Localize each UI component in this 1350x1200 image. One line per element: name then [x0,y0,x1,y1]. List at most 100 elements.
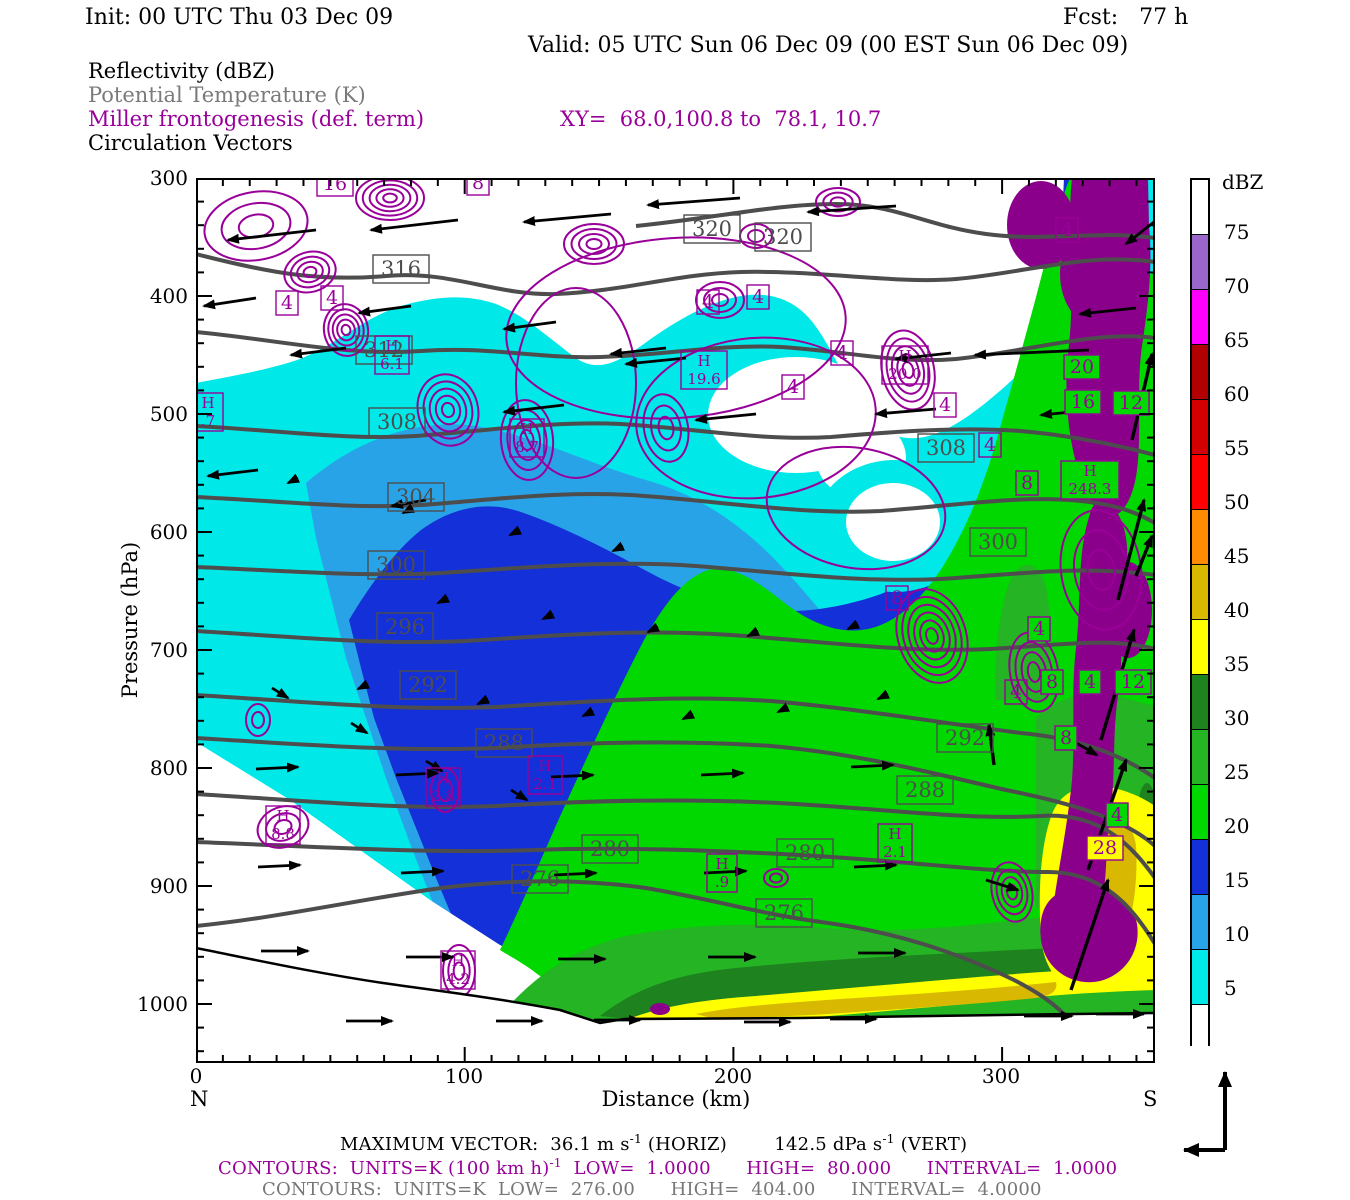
vector-arrow [271,686,290,700]
theta-contour-label: 300 [969,527,1027,557]
frontogenesis-label-box [1078,669,1102,695]
frontogenesis-label-box [933,392,957,418]
colorbar-tick-label: 75 [1224,220,1250,244]
frontogenesis-contour-ring [355,178,425,221]
h-label-letter: H [538,757,551,775]
frontogenesis-contour-ring [375,188,405,208]
theta-label-box [368,407,426,437]
vector-arrow [226,228,317,244]
theta-label-box [581,834,639,864]
frontogenesis-contour-ring [711,293,729,307]
frontogenesis-value-label: 4 [933,392,957,418]
y-tick-label: 900 [149,874,188,898]
vector-arrow [646,622,661,634]
h-label-value: .9 [715,873,729,891]
colorbar-tick-label: 45 [1224,544,1250,568]
frontogenesis-contour-ring [995,868,1029,916]
frontogenesis-label-text: 4 [281,292,293,314]
vector-arrow [522,212,612,226]
vector-arrow [550,770,595,781]
colorbar-segment [1192,949,1208,1004]
legend-potential-temperature: Potential Temperature (K) [88,83,366,107]
terrain [196,946,1155,1063]
y-tick-label: 500 [149,402,188,426]
colorbar-segment [1192,894,1208,949]
vector-arrow [1116,498,1147,601]
vector-arrow [646,196,741,210]
h-label-letter: H [520,420,533,438]
valid-time: Valid: 05 UTC Sun 06 Dec 09 (00 EST Sun … [528,33,1129,58]
frontogenesis-value-label: 4 [978,432,1002,458]
cross-section-plot: 320 3203163123083083043003002962922922882… [196,178,1155,1063]
theta-label-text: 276 [520,867,560,891]
frontogenesis-contour-ring [245,703,271,737]
frontogenesis-label-text: 8 [1046,671,1058,693]
h-label-letter: H [888,825,901,843]
colorbar-tick-label: 15 [1224,868,1250,892]
frontogenesis-value-label: 8 [1054,725,1078,751]
vector-arrow [611,541,626,553]
colorbar-tick-label: 65 [1224,328,1250,352]
theta-label-box [367,550,425,580]
h-label-box [265,805,301,845]
colorbar-tick-label: 40 [1224,598,1250,622]
frontogenesis-label-text: 8 [891,587,903,609]
frontogenesis-maximum-label: H8.8 [265,805,301,845]
frontogenesis-maximum-label: H19.6 [680,350,728,390]
frontogenesis-contour-ring [452,961,466,981]
frontogenesis-value-label: 8 [466,178,490,196]
vector-arrow [502,403,565,416]
colorbar-segment [1192,729,1208,784]
frontogenesis-label-text: 4 [939,394,951,416]
theta-label-text: 296 [385,615,425,639]
theta-label-box [896,775,954,805]
frontogenesis-label-text: 4 [326,287,338,309]
colorbar-segment [1192,454,1208,509]
frontogenesis-contour-ring [256,805,310,849]
colorbar-segment [1192,180,1208,234]
x-axis-endpoint-south: S [1143,1087,1158,1111]
h-label-value: 8.7 [515,438,539,456]
frontogenesis-contours [203,178,1143,998]
frontogenesis-label-box [275,290,299,316]
frontogenesis-label-text: 4 [1111,804,1123,826]
frontogenesis-value-label: 4 [275,290,299,316]
vector-arrow [356,679,371,691]
vector-arrow [390,498,427,510]
h-label-value: 8.8 [271,825,295,843]
theta-label-text: 316 [381,257,421,281]
colorbar-tick-label: 35 [1224,652,1250,676]
frontogenesis-label-box [978,432,1002,458]
frontogenesis-contour-ring [203,190,309,262]
frontogenesis-label-text: 4 [787,376,799,398]
frontogenesis-contour-ring [570,228,618,260]
frontogenesis-label-box [466,178,490,196]
frontogenesis-value-label: 16 [1064,389,1102,415]
frontogenesis-contour-ring [650,404,682,452]
frontogenesis-label-box [696,289,720,315]
vector-arrow [846,619,861,631]
frontogenesis-filled-regions [650,178,1152,1015]
vector-arrow [806,204,897,217]
theta-label-box [969,527,1027,557]
x-tick-label: 200 [713,1064,753,1088]
frontogenesis-maximum-label: H4.2 [440,950,476,990]
frontogenesis-label-box [1064,389,1102,415]
footer-text-segment: MAXIMUM VECTOR: 36.1 m s [340,1134,630,1155]
frontogenesis-label-text: 16 [1071,391,1095,413]
theta-label-text: 288 [484,731,524,755]
colorbar [1190,178,1210,1059]
theta-label-text: 300 [978,530,1018,554]
frontogenesis-value-label: 4 [1027,616,1051,642]
frontogenesis-label-text: 8 [1060,727,1072,749]
theta-label-box [376,612,434,642]
h-label-box [877,823,913,863]
theta-contour-label: 276 [755,898,813,928]
frontogenesis-contour-ring [428,387,468,433]
footer-text-segment: (HORIZ) 142.5 dPa s [642,1134,883,1155]
footer-text-segment: CONTOURS: UNITS=K LOW= 276.00 HIGH= 404.… [262,1179,1042,1200]
y-tick-label: 1000 [137,992,188,1016]
y-tick-label: 300 [149,166,188,190]
vector-arrow [894,351,952,363]
vector-arrow [436,593,451,605]
